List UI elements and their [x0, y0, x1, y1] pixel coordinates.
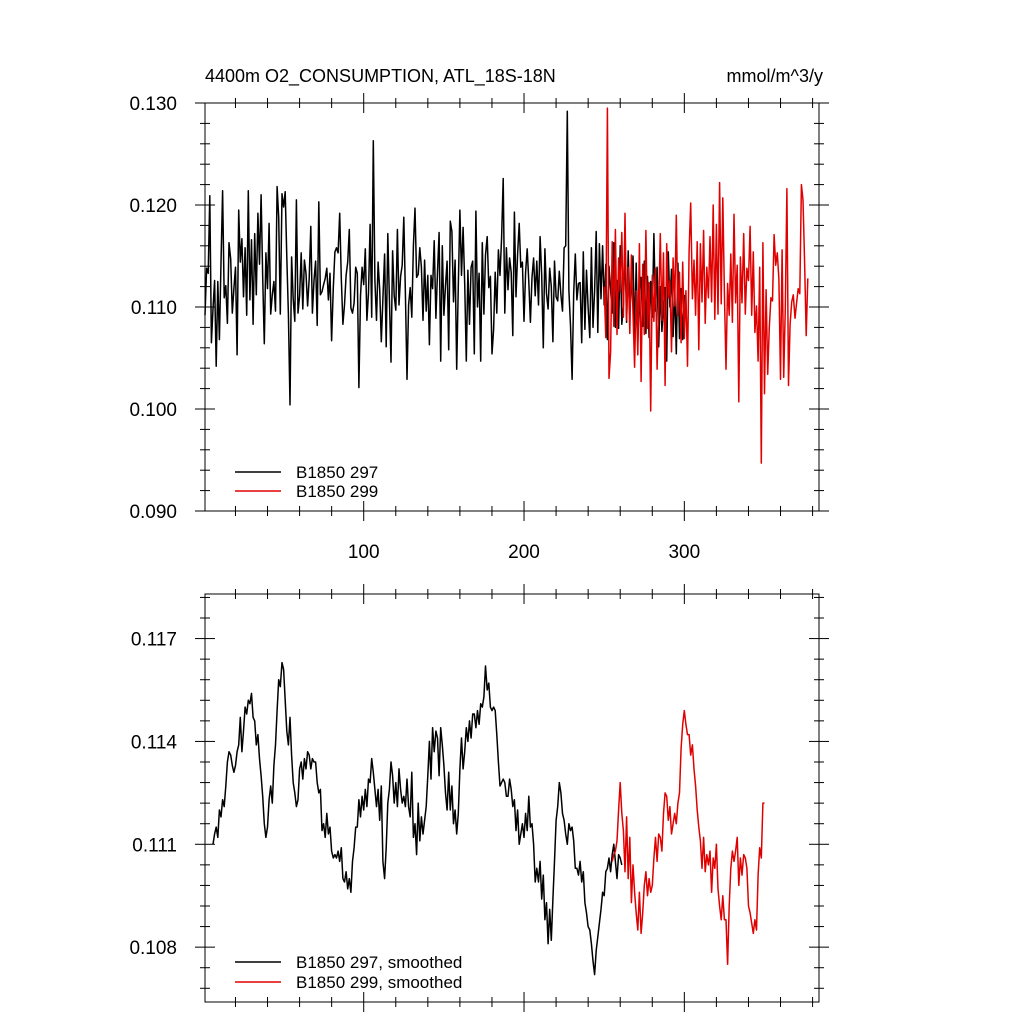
- chart-title: 4400m O2_CONSUMPTION, ATL_18S-18N: [205, 66, 556, 87]
- units-label: mmol/m^3/y: [727, 66, 823, 86]
- x-tick-label: 200: [508, 542, 540, 563]
- legend-label-b1850-297: B1850 297: [296, 463, 378, 482]
- y-tick-label: 0.130: [129, 94, 177, 115]
- y-tick-label: 0.108: [129, 938, 177, 959]
- x-tick-label: 300: [668, 542, 700, 563]
- legend-label-b1850-297-smoothed: B1850 297, smoothed: [296, 953, 462, 972]
- y-tick-label: 0.111: [132, 835, 177, 856]
- y-tick-label: 0.114: [131, 732, 178, 753]
- y-tick-label: 0.100: [129, 400, 177, 421]
- y-tick-label: 0.110: [131, 298, 177, 319]
- top-panel: 4400m O2_CONSUMPTION, ATL_18S-18N mmol/m…: [129, 66, 829, 563]
- series-layer: [204, 107, 809, 464]
- y-tick-label: 0.117: [131, 630, 177, 651]
- tick-layer: 100 200 300 0.090 0.100 0.110 0.120 0.130: [129, 93, 829, 563]
- plot-frame: [204, 593, 820, 1003]
- tick-layer: 0.108 0.111 0.114 0.117: [129, 584, 829, 1012]
- series-line-2: [611, 709, 765, 966]
- x-tick-label: 100: [348, 542, 380, 563]
- y-tick-label: 0.090: [129, 502, 177, 523]
- legend-label-b1850-299-smoothed: B1850 299, smoothed: [296, 973, 462, 992]
- series-line-1: [212, 661, 623, 976]
- bottom-panel: 0.108 0.111 0.114 0.117 B1850 297, smoothed…: [129, 584, 829, 1012]
- legend: B1850 297, smoothed B1850 299, smoothed: [235, 953, 462, 992]
- series-layer: [212, 661, 765, 976]
- legend-label-b1850-299: B1850 299: [296, 482, 378, 501]
- series-line-2: [603, 107, 809, 464]
- legend: B1850 297 B1850 299: [235, 463, 378, 501]
- y-tick-label: 0.120: [129, 196, 177, 217]
